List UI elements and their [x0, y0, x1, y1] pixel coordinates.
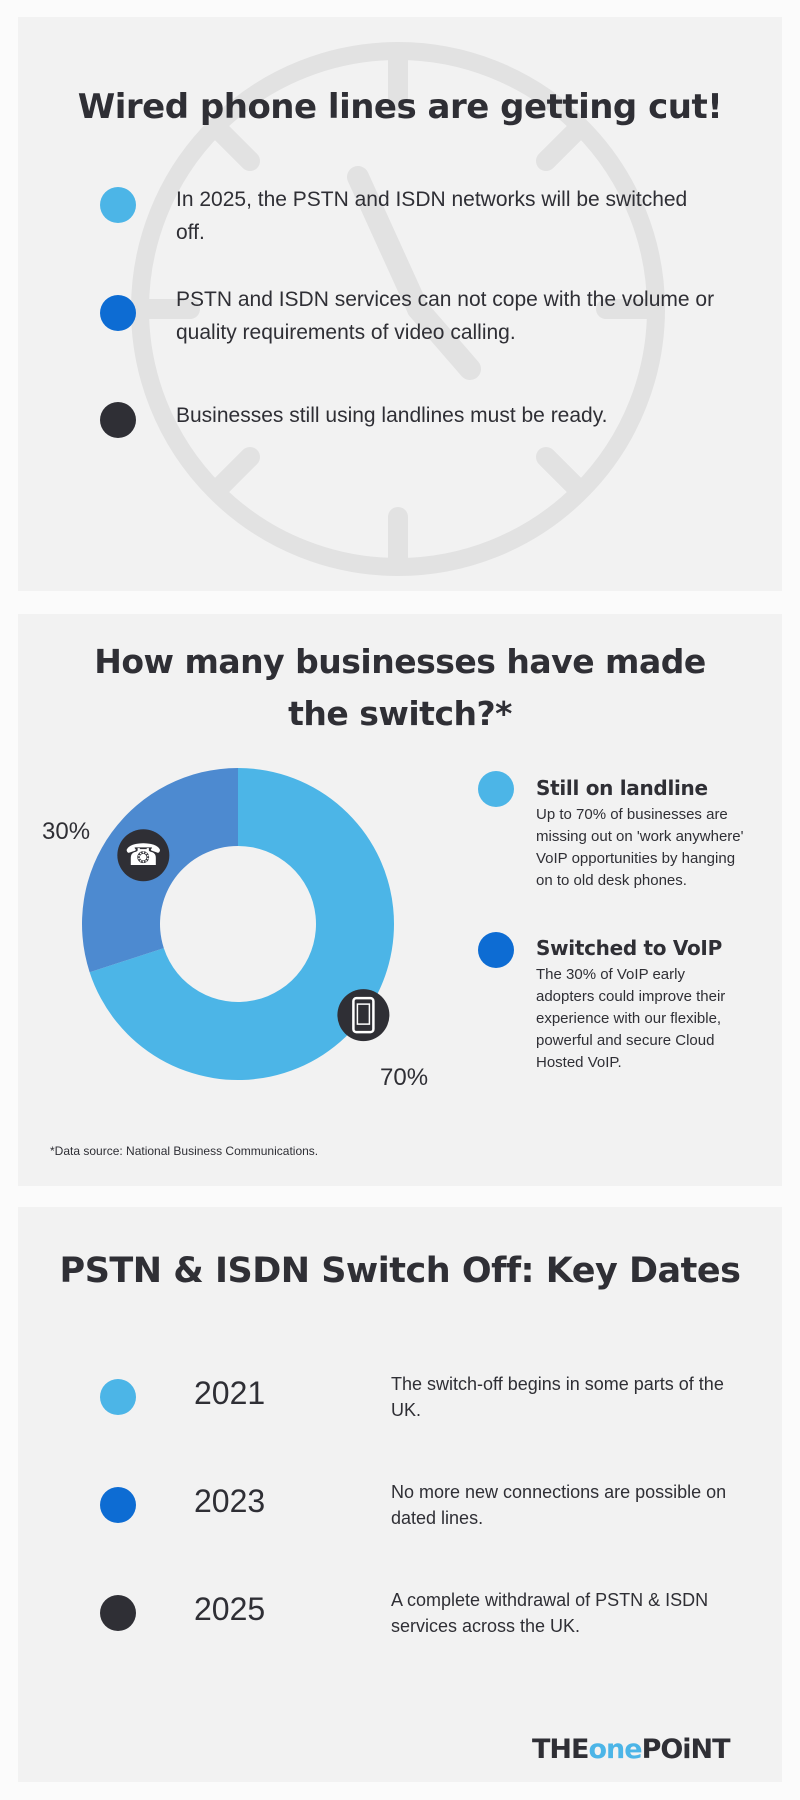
date-year: 2023	[194, 1483, 266, 1519]
svg-text:☎: ☎	[125, 838, 162, 873]
logo-part3: POiNT	[641, 1734, 731, 1765]
desk-phone-icon: ☎	[117, 829, 170, 882]
bullet-dot-light-blue	[100, 187, 136, 223]
date-desc: A complete withdrawal of PSTN & ISDN ser…	[391, 1590, 709, 1636]
date-year: 2025	[194, 1591, 266, 1627]
date-dot-dark	[100, 1595, 136, 1631]
data-source-footnote: *Data source: National Business Communic…	[50, 1144, 319, 1158]
section-title-line1: How many businesses have made	[94, 642, 706, 681]
mobile-phone-icon	[337, 989, 390, 1042]
slice-label-70: 70%	[380, 1064, 429, 1091]
legend-title: Switched to VoIP	[536, 936, 722, 960]
legend-desc: The 30% of VoIP early adopters could imp…	[536, 966, 726, 1071]
date-year: 2021	[194, 1375, 266, 1411]
legend-desc: Up to 70% of businesses are missing out …	[536, 806, 744, 889]
donut-slice-70	[89, 768, 394, 1080]
slice-label-30: 30%	[42, 818, 91, 845]
adoption-panel: How many businesses have made the switch…	[18, 614, 782, 1186]
legend-title: Still on landline	[536, 776, 708, 800]
section-title: PSTN & ISDN Switch Off: Key Dates	[59, 1251, 741, 1291]
switch-off-panel: Wired phone lines are getting cut! In 20…	[18, 17, 782, 591]
date-desc: The switch-off begins in some parts of t…	[391, 1374, 724, 1420]
donut-chart: ☎	[81, 768, 394, 1080]
bullet-text: In 2025, the PSTN and ISDN networks will…	[176, 188, 688, 244]
logo-part2: one	[588, 1734, 642, 1765]
logo-part1: THE	[532, 1734, 589, 1765]
legend-dot-blue	[478, 932, 514, 968]
date-dot-blue	[100, 1487, 136, 1523]
section-title-line2: the switch?*	[288, 694, 512, 733]
date-dot-light-blue	[100, 1379, 136, 1415]
bullet-text: PSTN and ISDN services can not cope with…	[176, 288, 715, 344]
bullet-dot-dark	[100, 402, 136, 438]
legend-dot-light-blue	[478, 771, 514, 807]
clock-icon	[131, 42, 665, 576]
bullet-dot-blue	[100, 295, 136, 331]
key-dates-panel: PSTN & ISDN Switch Off: Key Dates 2021 T…	[18, 1207, 782, 1782]
theonepoint-logo: THEonePOiNT	[532, 1734, 731, 1765]
date-desc: No more new connections are possible on …	[391, 1482, 727, 1528]
bullet-text: Businesses still using landlines must be…	[176, 404, 608, 427]
section-title: Wired phone lines are getting cut!	[77, 87, 723, 127]
